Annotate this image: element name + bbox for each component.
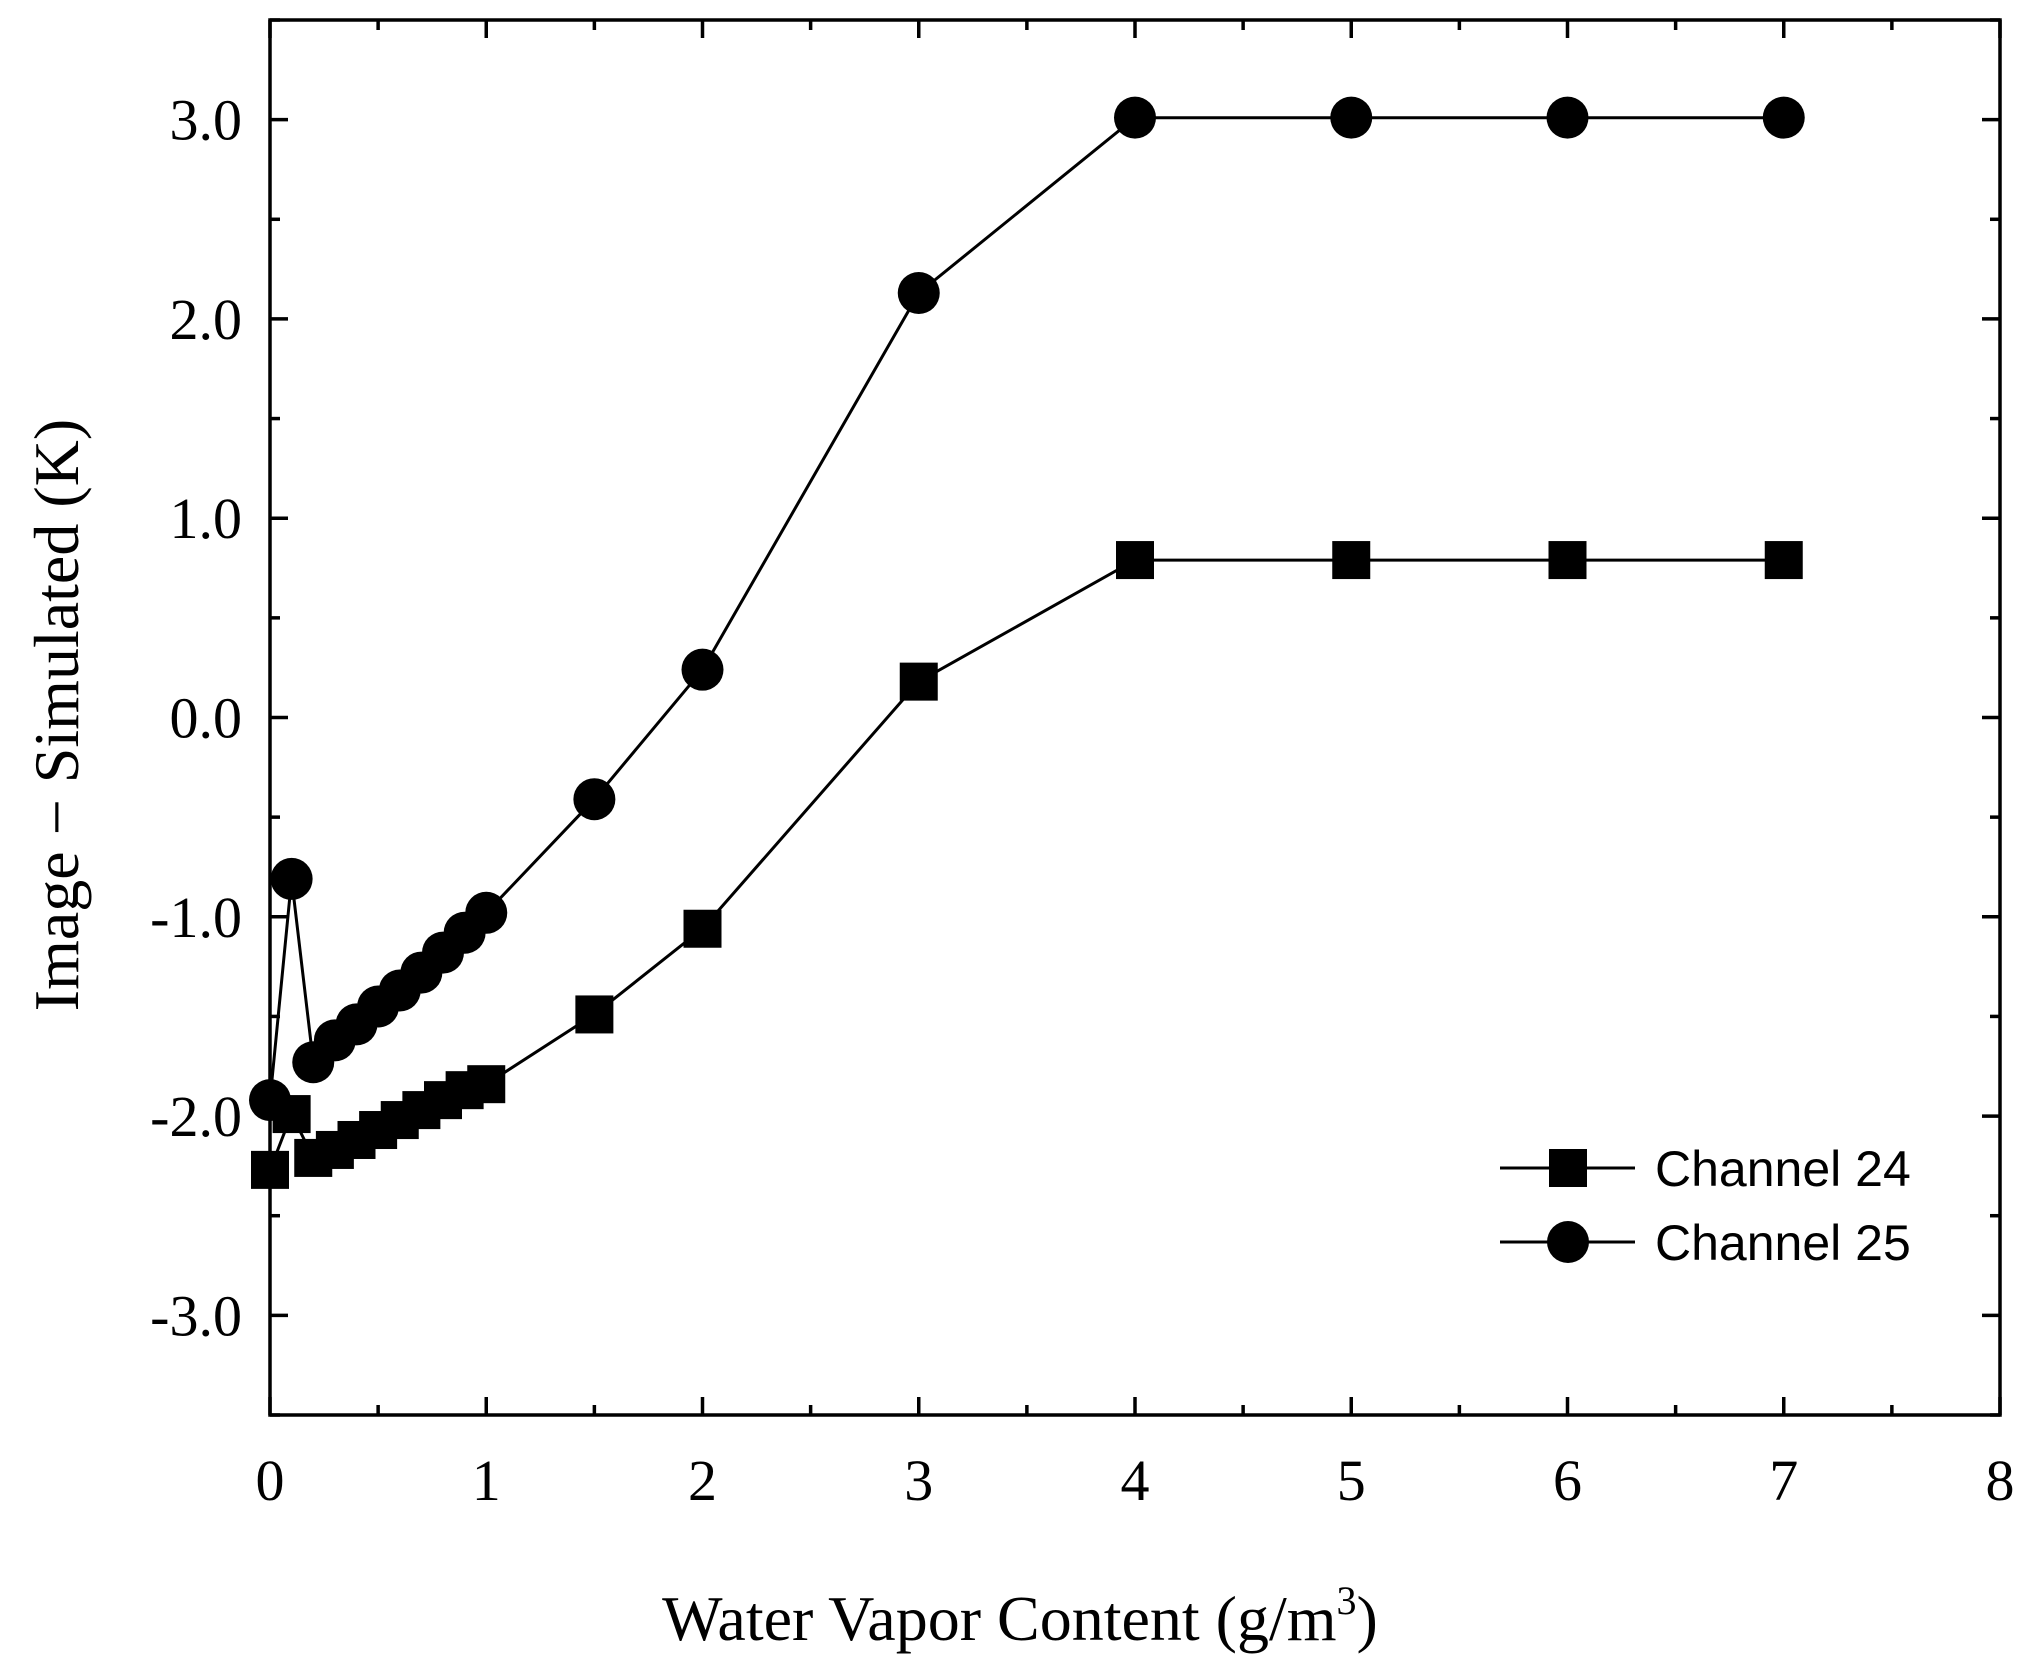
data-point-square (1332, 541, 1371, 580)
data-point-circle (1330, 96, 1373, 139)
x-tick-label: 1 (472, 1448, 501, 1513)
x-tick-label: 5 (1337, 1448, 1366, 1513)
x-tick-label: 3 (904, 1448, 933, 1513)
y-tick-label: -3.0 (150, 1283, 242, 1348)
axis-tick-labels: 0 1 2 3 4 5 6 7 8 -3.0 -2.0 -1.0 0.0 1.0 2.0 3.0 (150, 88, 2014, 1513)
series-line-2 (268, 116, 1784, 1101)
y-axis-title: Image − Simulated (K) (21, 419, 92, 1011)
series-markers (249, 96, 1805, 1189)
data-point-square (899, 662, 938, 701)
data-point-circle (573, 778, 616, 821)
legend-marker-square (1549, 1149, 1587, 1187)
series-lines (268, 116, 1784, 1171)
data-point-circle (1762, 96, 1805, 139)
data-point-square (1764, 541, 1803, 580)
legend-label-channel-25: Channel 25 (1655, 1215, 1911, 1271)
x-tick-label: 2 (688, 1448, 717, 1513)
data-point-circle (465, 891, 508, 934)
x-axis-title-main: Water Vapor Content (g/m (662, 1583, 1336, 1654)
x-tick-label: 0 (256, 1448, 285, 1513)
data-point-circle (249, 1079, 291, 1122)
legend: Channel 24 Channel 25 (1500, 1141, 1911, 1271)
data-point-square (1116, 541, 1154, 580)
data-point-square (251, 1150, 289, 1189)
data-point-square (1548, 541, 1587, 580)
data-point-circle (681, 648, 724, 691)
data-point-square (575, 995, 614, 1034)
legend-label-channel-24: Channel 24 (1655, 1141, 1911, 1197)
y-tick-label: -2.0 (150, 1084, 242, 1149)
data-point-circle (1114, 96, 1156, 139)
data-point-circle (1546, 96, 1589, 139)
data-point-square (683, 909, 722, 948)
x-tick-label: 8 (1986, 1448, 2015, 1513)
plot-frame (268, 18, 2002, 1417)
axis-ticks (268, 18, 2002, 1417)
x-axis-title-suffix: ) (1357, 1583, 1378, 1654)
y-tick-label: -1.0 (150, 885, 242, 950)
x-axis-title: Water Vapor Content (g/m3) (662, 1578, 1378, 1654)
y-tick-label: 2.0 (170, 287, 243, 352)
data-point-square (467, 1065, 506, 1104)
y-tick-label: 1.0 (170, 486, 243, 551)
y-tick-label: 3.0 (170, 88, 243, 153)
x-axis-title-superscript: 3 (1337, 1578, 1357, 1623)
data-point-circle (270, 857, 313, 900)
x-tick-label: 7 (1769, 1448, 1798, 1513)
x-tick-label: 6 (1553, 1448, 1582, 1513)
x-tick-label: 4 (1121, 1448, 1150, 1513)
legend-marker-circle (1547, 1221, 1589, 1263)
y-tick-label: 0.0 (170, 686, 243, 751)
data-point-circle (897, 272, 940, 315)
